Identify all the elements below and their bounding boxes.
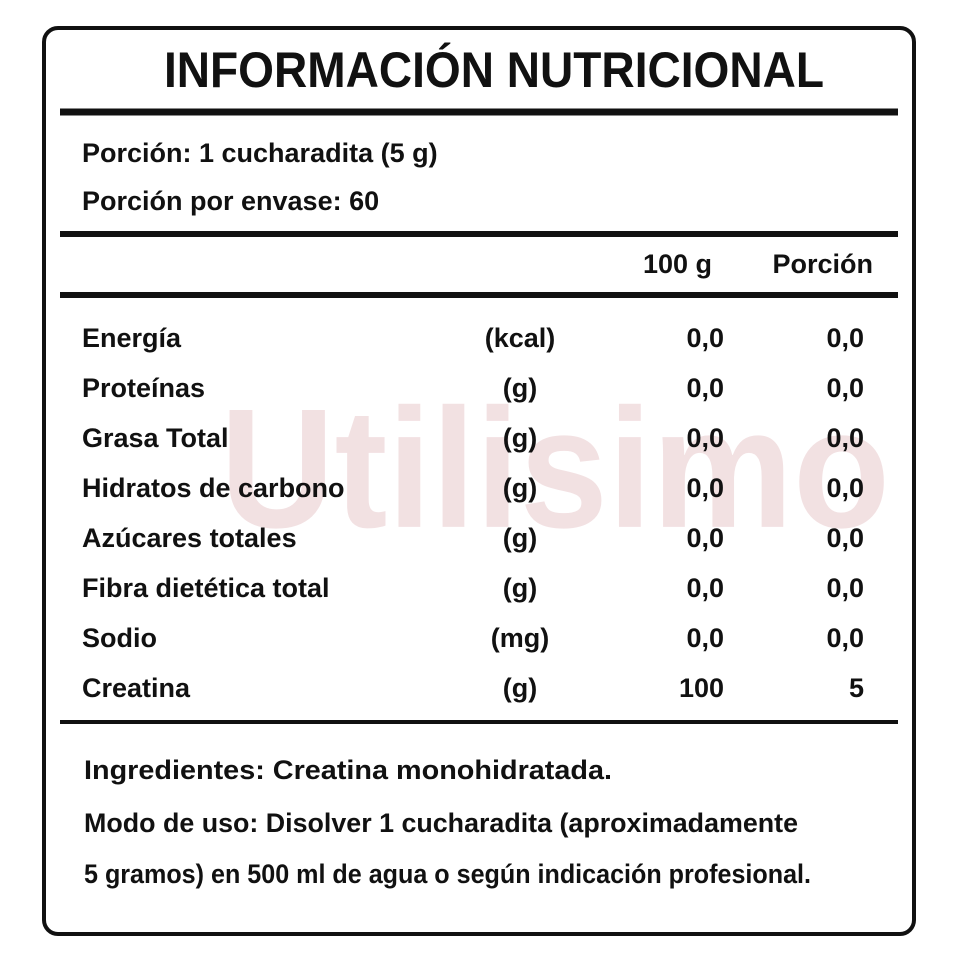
nutrient-unit: (g) xyxy=(503,473,537,503)
usage-line: Modo de uso: Disolver 1 cucharadita (apr… xyxy=(84,808,798,838)
value-portion: 5 xyxy=(849,673,864,703)
value-portion: 0,0 xyxy=(826,573,864,603)
value-100g: 100 xyxy=(679,673,724,703)
nutrient-name: Grasa Total xyxy=(82,423,229,453)
serving-line: Porción por envase: 60 xyxy=(82,186,379,216)
nutrient-name: Proteínas xyxy=(82,373,205,403)
nutrient-unit: (g) xyxy=(503,673,537,703)
nutrient-unit: (g) xyxy=(503,423,537,453)
value-100g: 0,0 xyxy=(686,323,724,353)
nutrient-unit: (g) xyxy=(503,523,537,553)
title: INFORMACIÓN NUTRICIONAL xyxy=(164,42,824,98)
value-portion: 0,0 xyxy=(826,423,864,453)
column-header: Porción xyxy=(772,249,873,279)
nutrient-name: Fibra dietética total xyxy=(82,573,330,603)
value-portion: 0,0 xyxy=(826,373,864,403)
value-portion: 0,0 xyxy=(826,323,864,353)
serving-line: Porción: 1 cucharadita (5 g) xyxy=(82,138,438,168)
nutrient-name: Azúcares totales xyxy=(82,523,297,553)
usage-line: 5 gramos) en 500 ml de agua o según indi… xyxy=(84,859,811,889)
watermark: Utilisimo xyxy=(220,374,890,564)
nutrient-name: Sodio xyxy=(82,623,157,653)
value-portion: 0,0 xyxy=(826,473,864,503)
ingredients: Ingredientes: Creatina monohidratada. xyxy=(84,755,612,785)
value-100g: 0,0 xyxy=(686,623,724,653)
value-portion: 0,0 xyxy=(826,623,864,653)
nutrient-name: Creatina xyxy=(82,673,191,703)
value-100g: 0,0 xyxy=(686,423,724,453)
label-border xyxy=(42,26,916,936)
value-100g: 0,0 xyxy=(686,473,724,503)
nutrient-name: Hidratos de carbono xyxy=(82,473,345,503)
nutrient-name: Energía xyxy=(82,323,182,353)
value-100g: 0,0 xyxy=(686,373,724,403)
value-100g: 0,0 xyxy=(686,573,724,603)
value-100g: 0,0 xyxy=(686,523,724,553)
nutrient-unit: (g) xyxy=(503,373,537,403)
nutrient-unit: (mg) xyxy=(491,623,549,653)
value-portion: 0,0 xyxy=(826,523,864,553)
nutrient-unit: (g) xyxy=(503,573,537,603)
nutrient-unit: (kcal) xyxy=(485,323,556,353)
column-header: 100 g xyxy=(643,249,712,279)
